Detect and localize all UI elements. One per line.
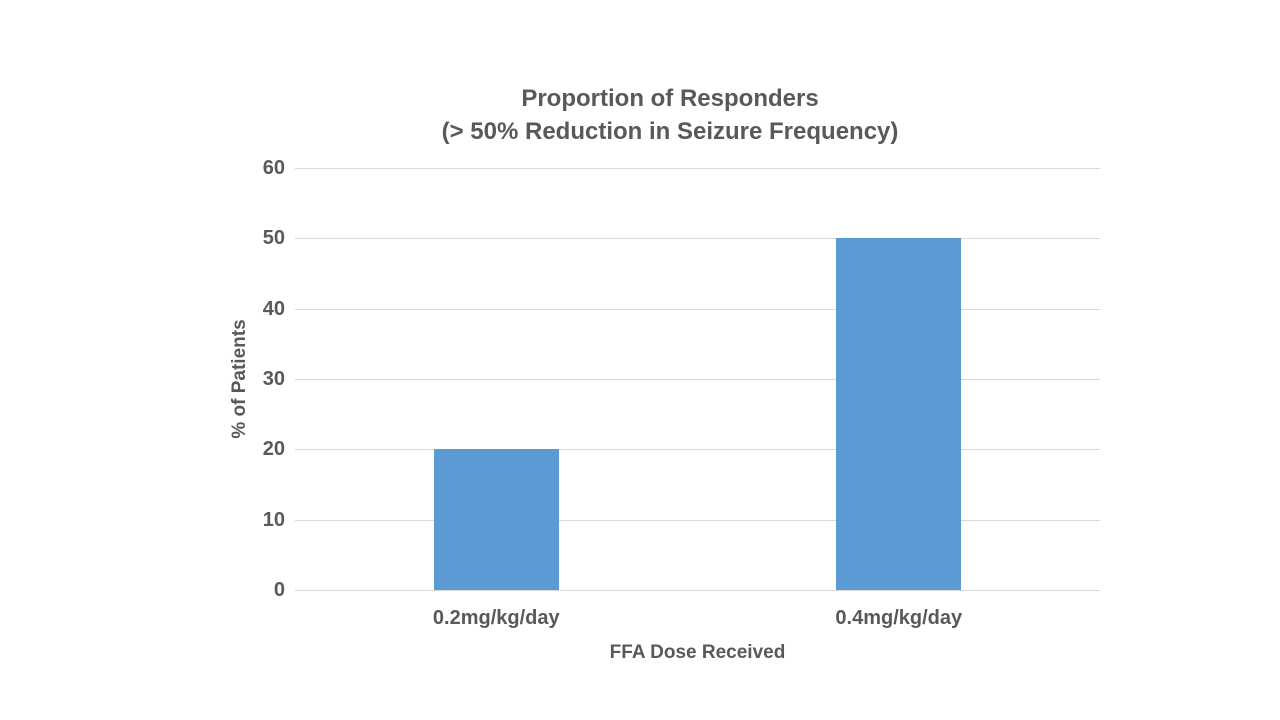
gridline-y-40 bbox=[295, 308, 1100, 310]
bar-0.2mg/kg/day bbox=[433, 449, 559, 590]
chart-title-line-1: Proportion of Responders bbox=[521, 85, 819, 112]
y-tick-label-50: 50 bbox=[262, 227, 285, 250]
chart-title: Proportion of Responders (> 50% Reductio… bbox=[240, 82, 1100, 148]
y-tick-label-30: 30 bbox=[262, 368, 285, 390]
chart-title-line-2: (> 50% Reduction in Seizure Frequency) bbox=[441, 118, 899, 145]
x-tick-label-0.2mg/kg/day: 0.2mg/kg/day bbox=[432, 607, 560, 629]
y-tick-label-20: 20 bbox=[262, 438, 285, 461]
y-tick-label-10: 10 bbox=[262, 508, 285, 531]
gridline-y-10 bbox=[295, 519, 1100, 521]
plot-area bbox=[295, 168, 1100, 591]
gridline-y-30 bbox=[295, 379, 1100, 380]
gridline-y-0 bbox=[295, 590, 1100, 591]
bar-0.4mg/kg/day bbox=[836, 238, 962, 590]
gridline-y-20 bbox=[295, 449, 1100, 451]
x-axis-title: FFA Dose Received bbox=[609, 642, 786, 663]
x-tick-label-0.4mg/kg/day: 0.4mg/kg/day bbox=[835, 607, 963, 629]
y-tick-label-0: 0 bbox=[273, 579, 285, 601]
gridline-y-60 bbox=[295, 168, 1100, 169]
y-tick-label-40: 40 bbox=[262, 297, 285, 320]
y-tick-label-60: 60 bbox=[262, 157, 285, 179]
gridline-y-50 bbox=[295, 238, 1100, 240]
